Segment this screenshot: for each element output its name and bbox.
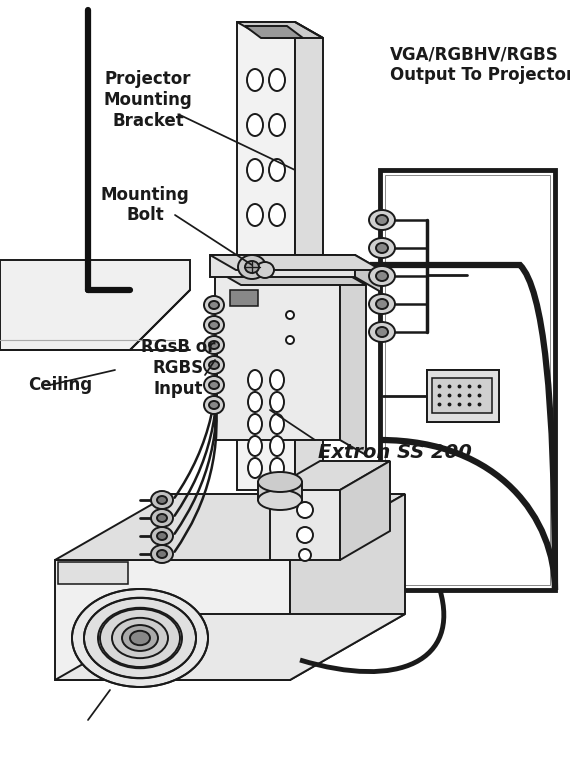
- Polygon shape: [290, 494, 405, 680]
- Ellipse shape: [209, 341, 219, 349]
- Ellipse shape: [247, 159, 263, 181]
- Ellipse shape: [209, 381, 219, 389]
- Bar: [230, 290, 258, 306]
- Ellipse shape: [369, 238, 395, 258]
- Ellipse shape: [204, 296, 224, 314]
- Text: Projector
Mounting
Bracket: Projector Mounting Bracket: [104, 70, 193, 130]
- Polygon shape: [55, 614, 405, 680]
- Ellipse shape: [151, 527, 173, 545]
- Ellipse shape: [258, 490, 302, 510]
- Ellipse shape: [269, 159, 285, 181]
- Ellipse shape: [209, 361, 219, 369]
- Ellipse shape: [130, 631, 150, 646]
- Polygon shape: [340, 270, 366, 455]
- Ellipse shape: [369, 266, 395, 286]
- Polygon shape: [295, 22, 323, 506]
- Ellipse shape: [248, 370, 262, 390]
- Text: VGA/RGBHV/RGBS
Output To Projector: VGA/RGBHV/RGBS Output To Projector: [390, 46, 570, 84]
- Ellipse shape: [369, 294, 395, 314]
- Ellipse shape: [151, 491, 173, 509]
- Ellipse shape: [204, 376, 224, 394]
- Ellipse shape: [376, 299, 388, 309]
- Ellipse shape: [247, 114, 263, 136]
- Polygon shape: [55, 494, 405, 560]
- Ellipse shape: [245, 261, 259, 273]
- Ellipse shape: [369, 210, 395, 230]
- Bar: [427, 370, 499, 422]
- Ellipse shape: [157, 532, 167, 540]
- Ellipse shape: [151, 509, 173, 527]
- Polygon shape: [355, 255, 381, 292]
- Polygon shape: [245, 26, 303, 38]
- Ellipse shape: [269, 204, 285, 226]
- Ellipse shape: [248, 436, 262, 456]
- Ellipse shape: [297, 527, 313, 543]
- Ellipse shape: [270, 458, 284, 478]
- Text: Extron SS 200: Extron SS 200: [318, 442, 472, 461]
- Ellipse shape: [270, 392, 284, 412]
- Ellipse shape: [297, 502, 313, 518]
- Ellipse shape: [269, 69, 285, 91]
- Ellipse shape: [84, 597, 196, 678]
- Ellipse shape: [258, 472, 302, 492]
- Ellipse shape: [369, 322, 395, 342]
- Ellipse shape: [112, 618, 168, 658]
- Text: Mounting
Bolt: Mounting Bolt: [101, 186, 189, 225]
- Polygon shape: [427, 370, 499, 422]
- Polygon shape: [210, 255, 381, 270]
- Text: Ceiling: Ceiling: [28, 376, 92, 394]
- Ellipse shape: [248, 414, 262, 434]
- Ellipse shape: [270, 370, 284, 390]
- Ellipse shape: [157, 550, 167, 558]
- Polygon shape: [340, 461, 390, 560]
- Bar: [432, 378, 492, 413]
- Ellipse shape: [204, 356, 224, 374]
- Polygon shape: [55, 560, 290, 680]
- Ellipse shape: [376, 327, 388, 337]
- Ellipse shape: [204, 336, 224, 354]
- Ellipse shape: [270, 436, 284, 456]
- Polygon shape: [237, 22, 323, 38]
- Ellipse shape: [98, 607, 182, 668]
- Ellipse shape: [122, 625, 158, 651]
- Polygon shape: [215, 270, 366, 285]
- Ellipse shape: [72, 589, 208, 687]
- Bar: [58, 562, 128, 584]
- Ellipse shape: [151, 545, 173, 563]
- Ellipse shape: [238, 255, 266, 279]
- Ellipse shape: [157, 496, 167, 504]
- Ellipse shape: [256, 262, 274, 278]
- Ellipse shape: [204, 316, 224, 334]
- Ellipse shape: [299, 549, 311, 561]
- Ellipse shape: [269, 114, 285, 136]
- Polygon shape: [258, 482, 302, 500]
- Ellipse shape: [209, 401, 219, 409]
- Ellipse shape: [376, 271, 388, 281]
- Ellipse shape: [376, 215, 388, 225]
- Text: RGsB or
RGBS
Input: RGsB or RGBS Input: [141, 338, 215, 398]
- Polygon shape: [0, 260, 190, 350]
- Ellipse shape: [376, 243, 388, 253]
- Polygon shape: [215, 270, 340, 440]
- Ellipse shape: [157, 514, 167, 522]
- Ellipse shape: [286, 311, 294, 319]
- Polygon shape: [210, 255, 355, 277]
- Ellipse shape: [248, 458, 262, 478]
- Ellipse shape: [247, 204, 263, 226]
- Ellipse shape: [204, 396, 224, 414]
- Polygon shape: [270, 461, 390, 490]
- Ellipse shape: [270, 414, 284, 434]
- Ellipse shape: [209, 321, 219, 329]
- Ellipse shape: [248, 392, 262, 412]
- Ellipse shape: [209, 301, 219, 309]
- Polygon shape: [237, 22, 295, 490]
- Polygon shape: [270, 490, 340, 560]
- Ellipse shape: [286, 336, 294, 344]
- Ellipse shape: [247, 69, 263, 91]
